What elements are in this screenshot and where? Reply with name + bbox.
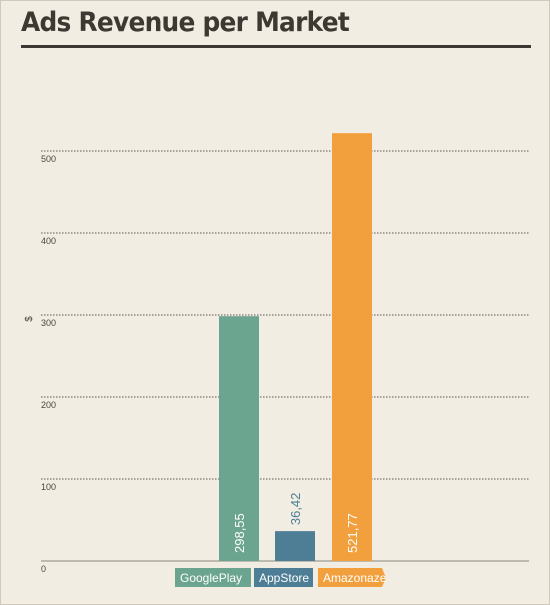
y-tick-label: 300 <box>41 318 56 328</box>
category-tag <box>254 568 313 587</box>
y-tick-label: 100 <box>41 482 56 492</box>
category-label: GooglePlay <box>180 571 242 585</box>
gridlines <box>41 150 529 562</box>
category-tag <box>175 568 251 587</box>
y-tick-label: 0 <box>41 564 46 574</box>
y-tick-label: 500 <box>41 154 56 164</box>
value-label: 521,77 <box>345 513 360 553</box>
value-label: 36,42 <box>288 493 303 526</box>
category-label: Amazonaze <box>323 571 387 585</box>
tag-edge <box>382 568 389 587</box>
y-axis-label: $ <box>24 316 35 322</box>
category-tag <box>318 568 386 587</box>
bar-googleplay <box>219 316 259 561</box>
value-label: 298,55 <box>232 513 247 553</box>
labels: 0 100 200 300 400 500 $298,55 GooglePlay 36,42 Ap… <box>24 154 389 587</box>
chart-title: Ads Revenue per Market <box>21 7 350 38</box>
category-label: AppStore <box>259 571 309 585</box>
bars <box>219 133 372 561</box>
bar-amazon <box>332 133 372 561</box>
bar-appstore <box>275 531 315 561</box>
y-tick-label: 400 <box>41 236 56 246</box>
y-tick-label: 200 <box>41 400 56 410</box>
title-rule <box>21 45 531 48</box>
